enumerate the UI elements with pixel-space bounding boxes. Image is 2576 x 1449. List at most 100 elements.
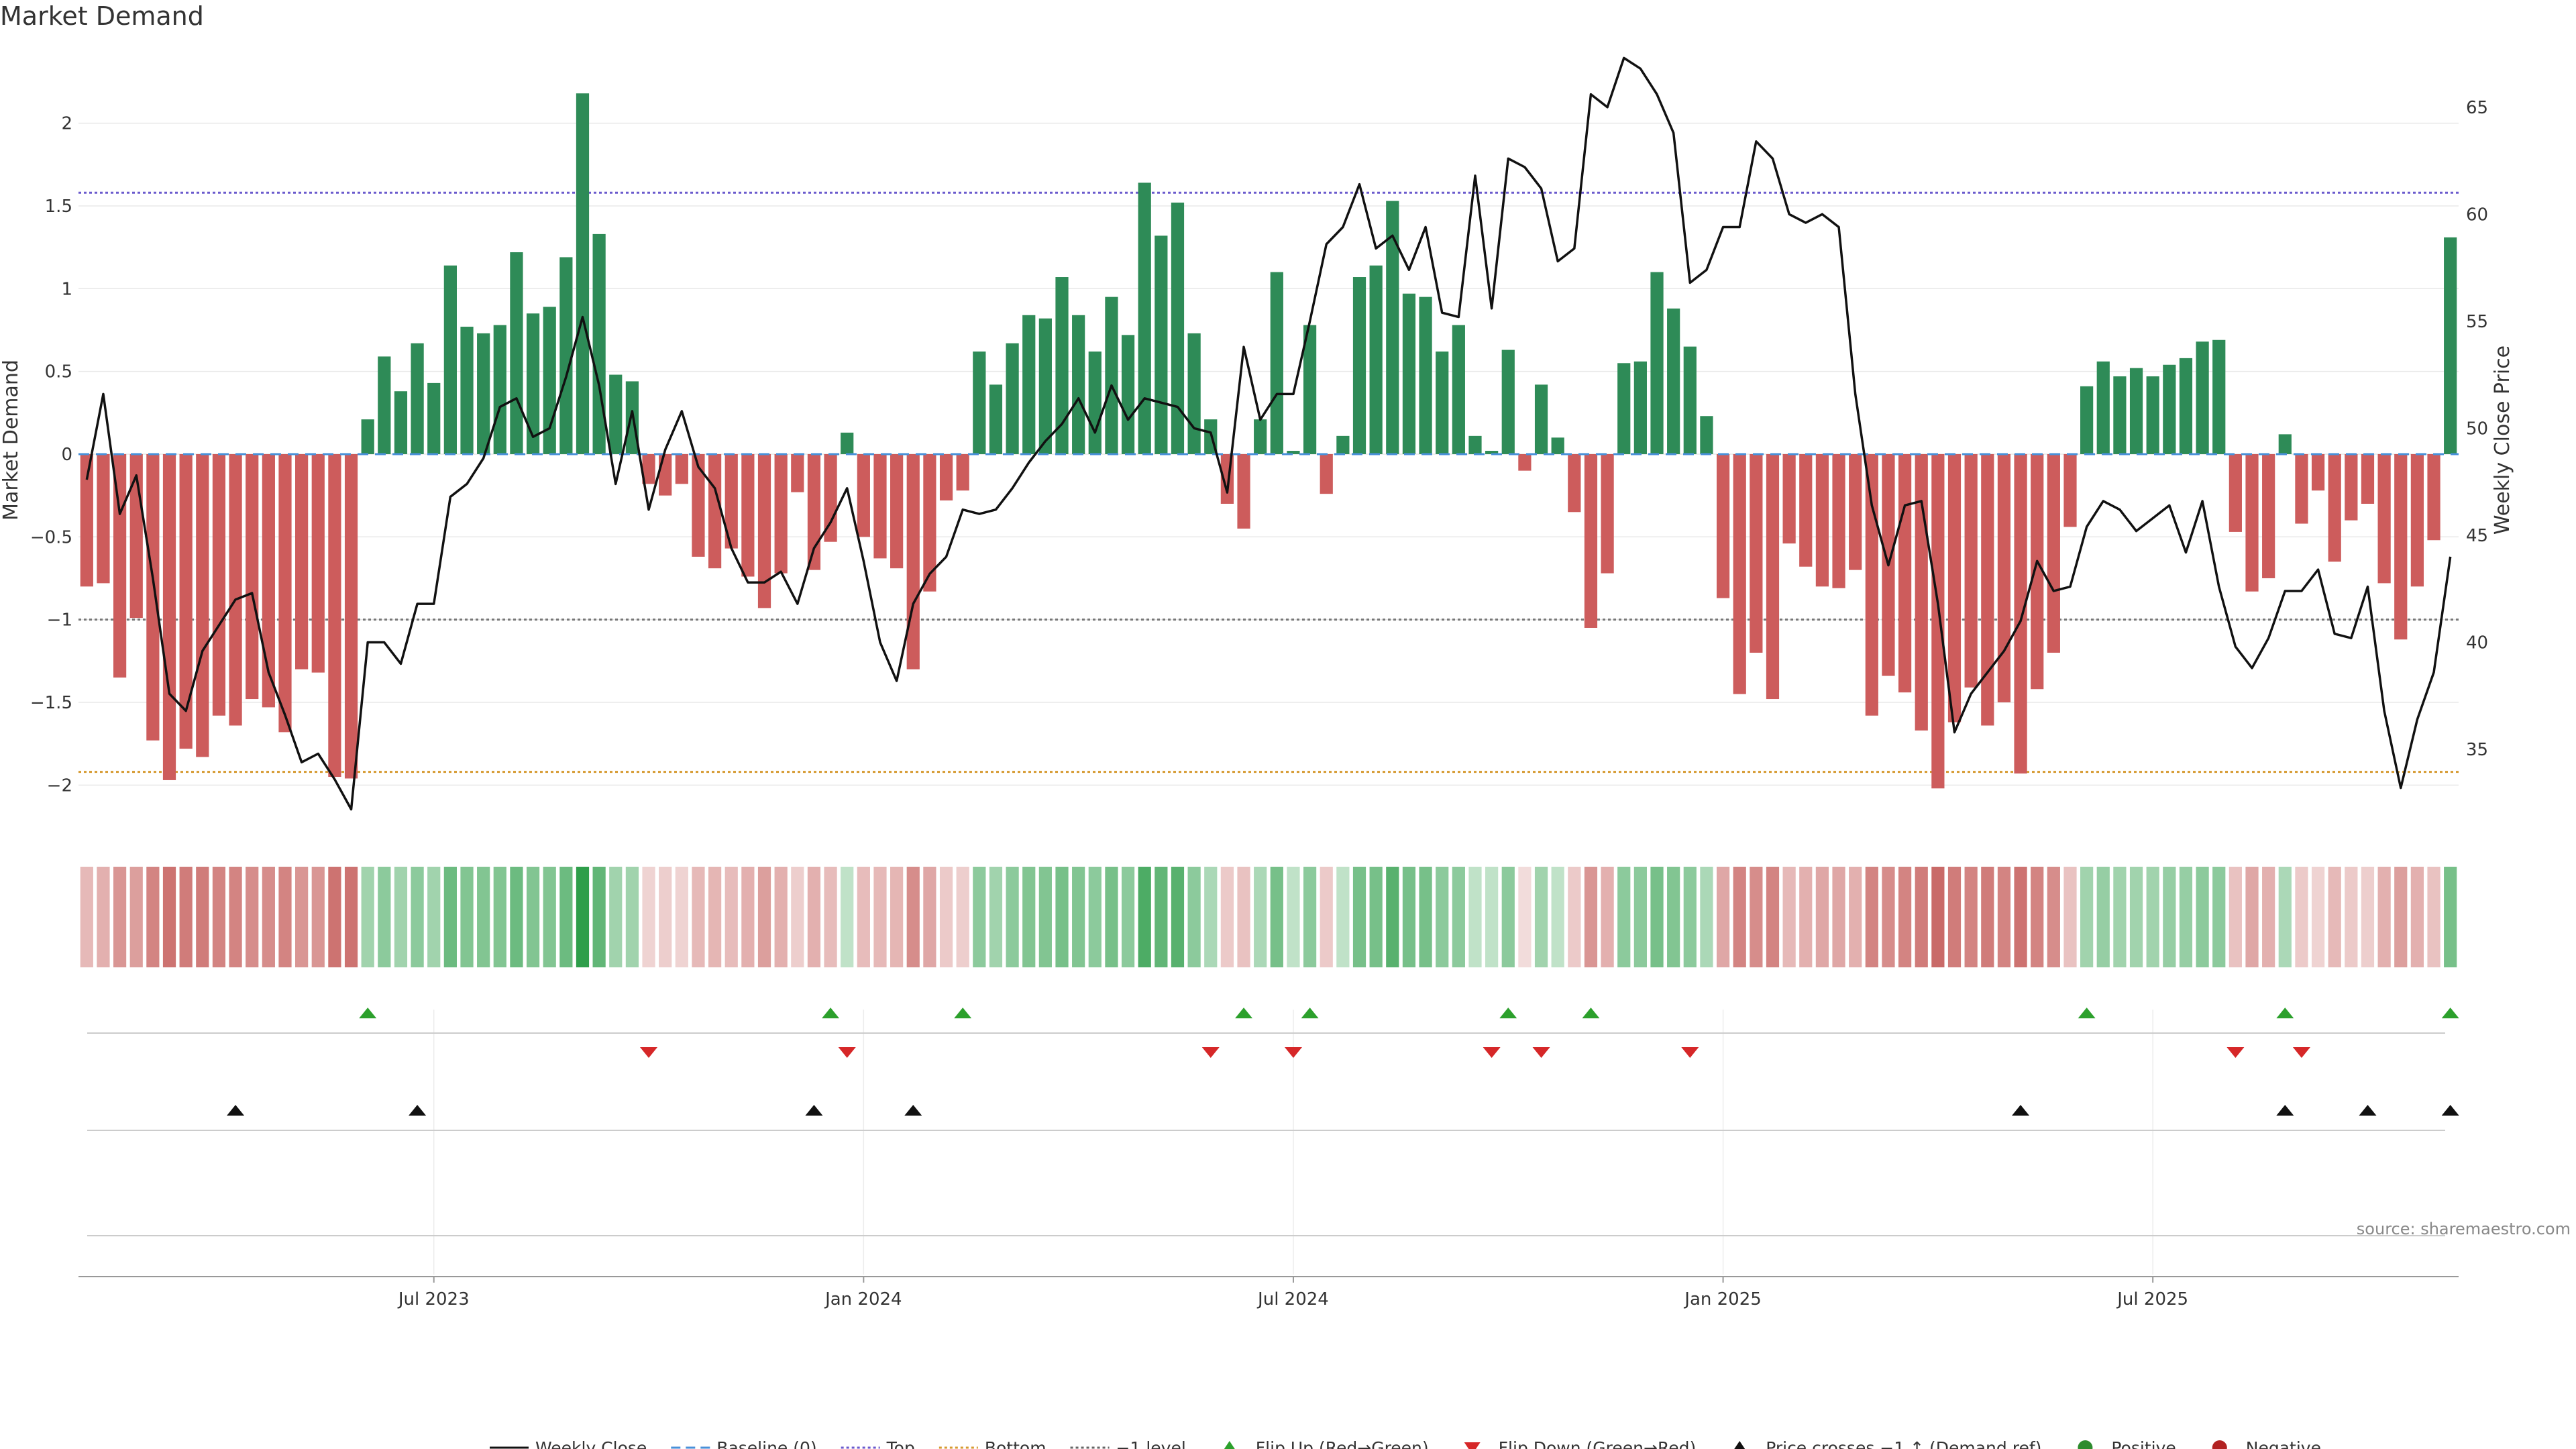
heat-cell — [1568, 867, 1581, 967]
heat-cell — [1915, 867, 1928, 967]
heat-cell — [1947, 867, 1962, 967]
heat-cell — [1683, 867, 1697, 967]
demand-bar — [857, 453, 870, 537]
y-tick-label: 0 — [61, 445, 72, 465]
heat-cell — [1287, 867, 1300, 967]
heat-cell — [973, 867, 986, 967]
heat-cell — [675, 867, 688, 967]
demand-bar — [939, 453, 953, 501]
heat-cell — [1815, 867, 1829, 967]
flip-down-marker — [1483, 1047, 1501, 1058]
demand-bar — [741, 453, 755, 577]
heat-cell — [841, 867, 854, 967]
demand-bar — [1700, 416, 1713, 454]
heat-cell — [162, 867, 176, 967]
heat-cell — [2328, 867, 2341, 967]
demand-bar — [1865, 453, 1878, 716]
demand-bar — [1534, 384, 1548, 454]
heat-cell — [1518, 867, 1532, 967]
demand-bar — [1799, 453, 1813, 567]
heat-cell — [344, 867, 358, 967]
heat-cell — [1733, 867, 1746, 967]
demand-bar — [576, 93, 590, 454]
demand-bar — [344, 453, 358, 779]
demand-bar — [791, 453, 804, 492]
demand-bar — [146, 453, 160, 741]
heat-cell — [1171, 867, 1185, 967]
demand-bar — [361, 419, 374, 454]
demand-bar — [311, 453, 325, 673]
demand-bar — [2278, 434, 2292, 454]
heat-cell — [2196, 867, 2209, 967]
heat-cell — [576, 867, 590, 967]
demand-bar — [1419, 297, 1432, 454]
heat-cell — [625, 867, 639, 967]
heat-cell — [2311, 867, 2325, 967]
demand-bar — [1468, 435, 1482, 454]
heat-cell — [1865, 867, 1878, 967]
flip-up-marker — [1235, 1008, 1253, 1018]
weekly-close-line — [85, 56, 2452, 811]
heat-cell — [724, 867, 738, 967]
demand-bar — [295, 453, 309, 669]
demand-bar — [2080, 386, 2094, 454]
heat-cell — [1551, 867, 1564, 967]
heat-cell — [1468, 867, 1482, 967]
heat-cell — [559, 867, 573, 967]
demand-bar — [675, 453, 688, 484]
y2-tick-label: 65 — [2466, 98, 2488, 118]
demand-bar — [873, 453, 887, 559]
demand-bar — [2146, 376, 2159, 454]
demand-bar — [1601, 453, 1614, 574]
heat-cell — [807, 867, 821, 967]
heat-cell — [1254, 867, 1267, 967]
heat-cell — [2146, 867, 2159, 967]
heat-cell — [2345, 867, 2358, 967]
demand-bar — [1782, 453, 1796, 544]
demand-bar — [2361, 453, 2375, 504]
price-cross-marker — [2276, 1105, 2294, 1116]
heat-cell — [1832, 867, 1845, 967]
demand-bar — [1088, 352, 1102, 454]
heat-cell — [2444, 867, 2457, 967]
heat-cell — [857, 867, 870, 967]
demand-bar — [1683, 346, 1697, 454]
demand-bar — [2113, 376, 2127, 454]
heat-cell — [1849, 867, 1862, 967]
heat-cell — [1601, 867, 1614, 967]
heat-cell — [1204, 867, 1218, 967]
heat-cell — [2179, 867, 2193, 967]
heat-cell — [1105, 867, 1118, 967]
y-tick-label: −1.5 — [30, 693, 72, 713]
heat-cell — [262, 867, 275, 967]
demand-bar — [906, 453, 920, 669]
demand-bar — [609, 374, 623, 454]
demand-bar — [2047, 453, 2060, 653]
demand-bar — [1352, 277, 1366, 454]
heat-cell — [212, 867, 226, 967]
price-cross-marker — [409, 1105, 427, 1116]
demand-bar — [1105, 297, 1118, 454]
demand-bar — [2410, 453, 2424, 587]
heat-cell — [1633, 867, 1647, 967]
y-tick-label: −2 — [47, 775, 72, 796]
x-tick-label: Jul 2025 — [2116, 1289, 2188, 1309]
y-axis-label: Market Demand — [0, 360, 23, 521]
demand-bar — [592, 233, 606, 454]
demand-bar — [162, 453, 176, 780]
heat-cell — [1386, 867, 1399, 967]
demand-bar — [692, 453, 705, 557]
demand-bar — [378, 356, 391, 454]
heat-cell — [1584, 867, 1598, 967]
demand-bar — [923, 453, 936, 592]
heat-cell — [2080, 867, 2094, 967]
demand-bar — [1055, 277, 1069, 454]
heat-cell — [1716, 867, 1730, 967]
x-tick-label: Jul 2024 — [1256, 1289, 1329, 1309]
demand-bar — [510, 252, 523, 454]
demand-bar — [1287, 451, 1300, 454]
heat-cell — [2047, 867, 2060, 967]
demand-bar — [246, 453, 259, 700]
heat-cell — [246, 867, 259, 967]
